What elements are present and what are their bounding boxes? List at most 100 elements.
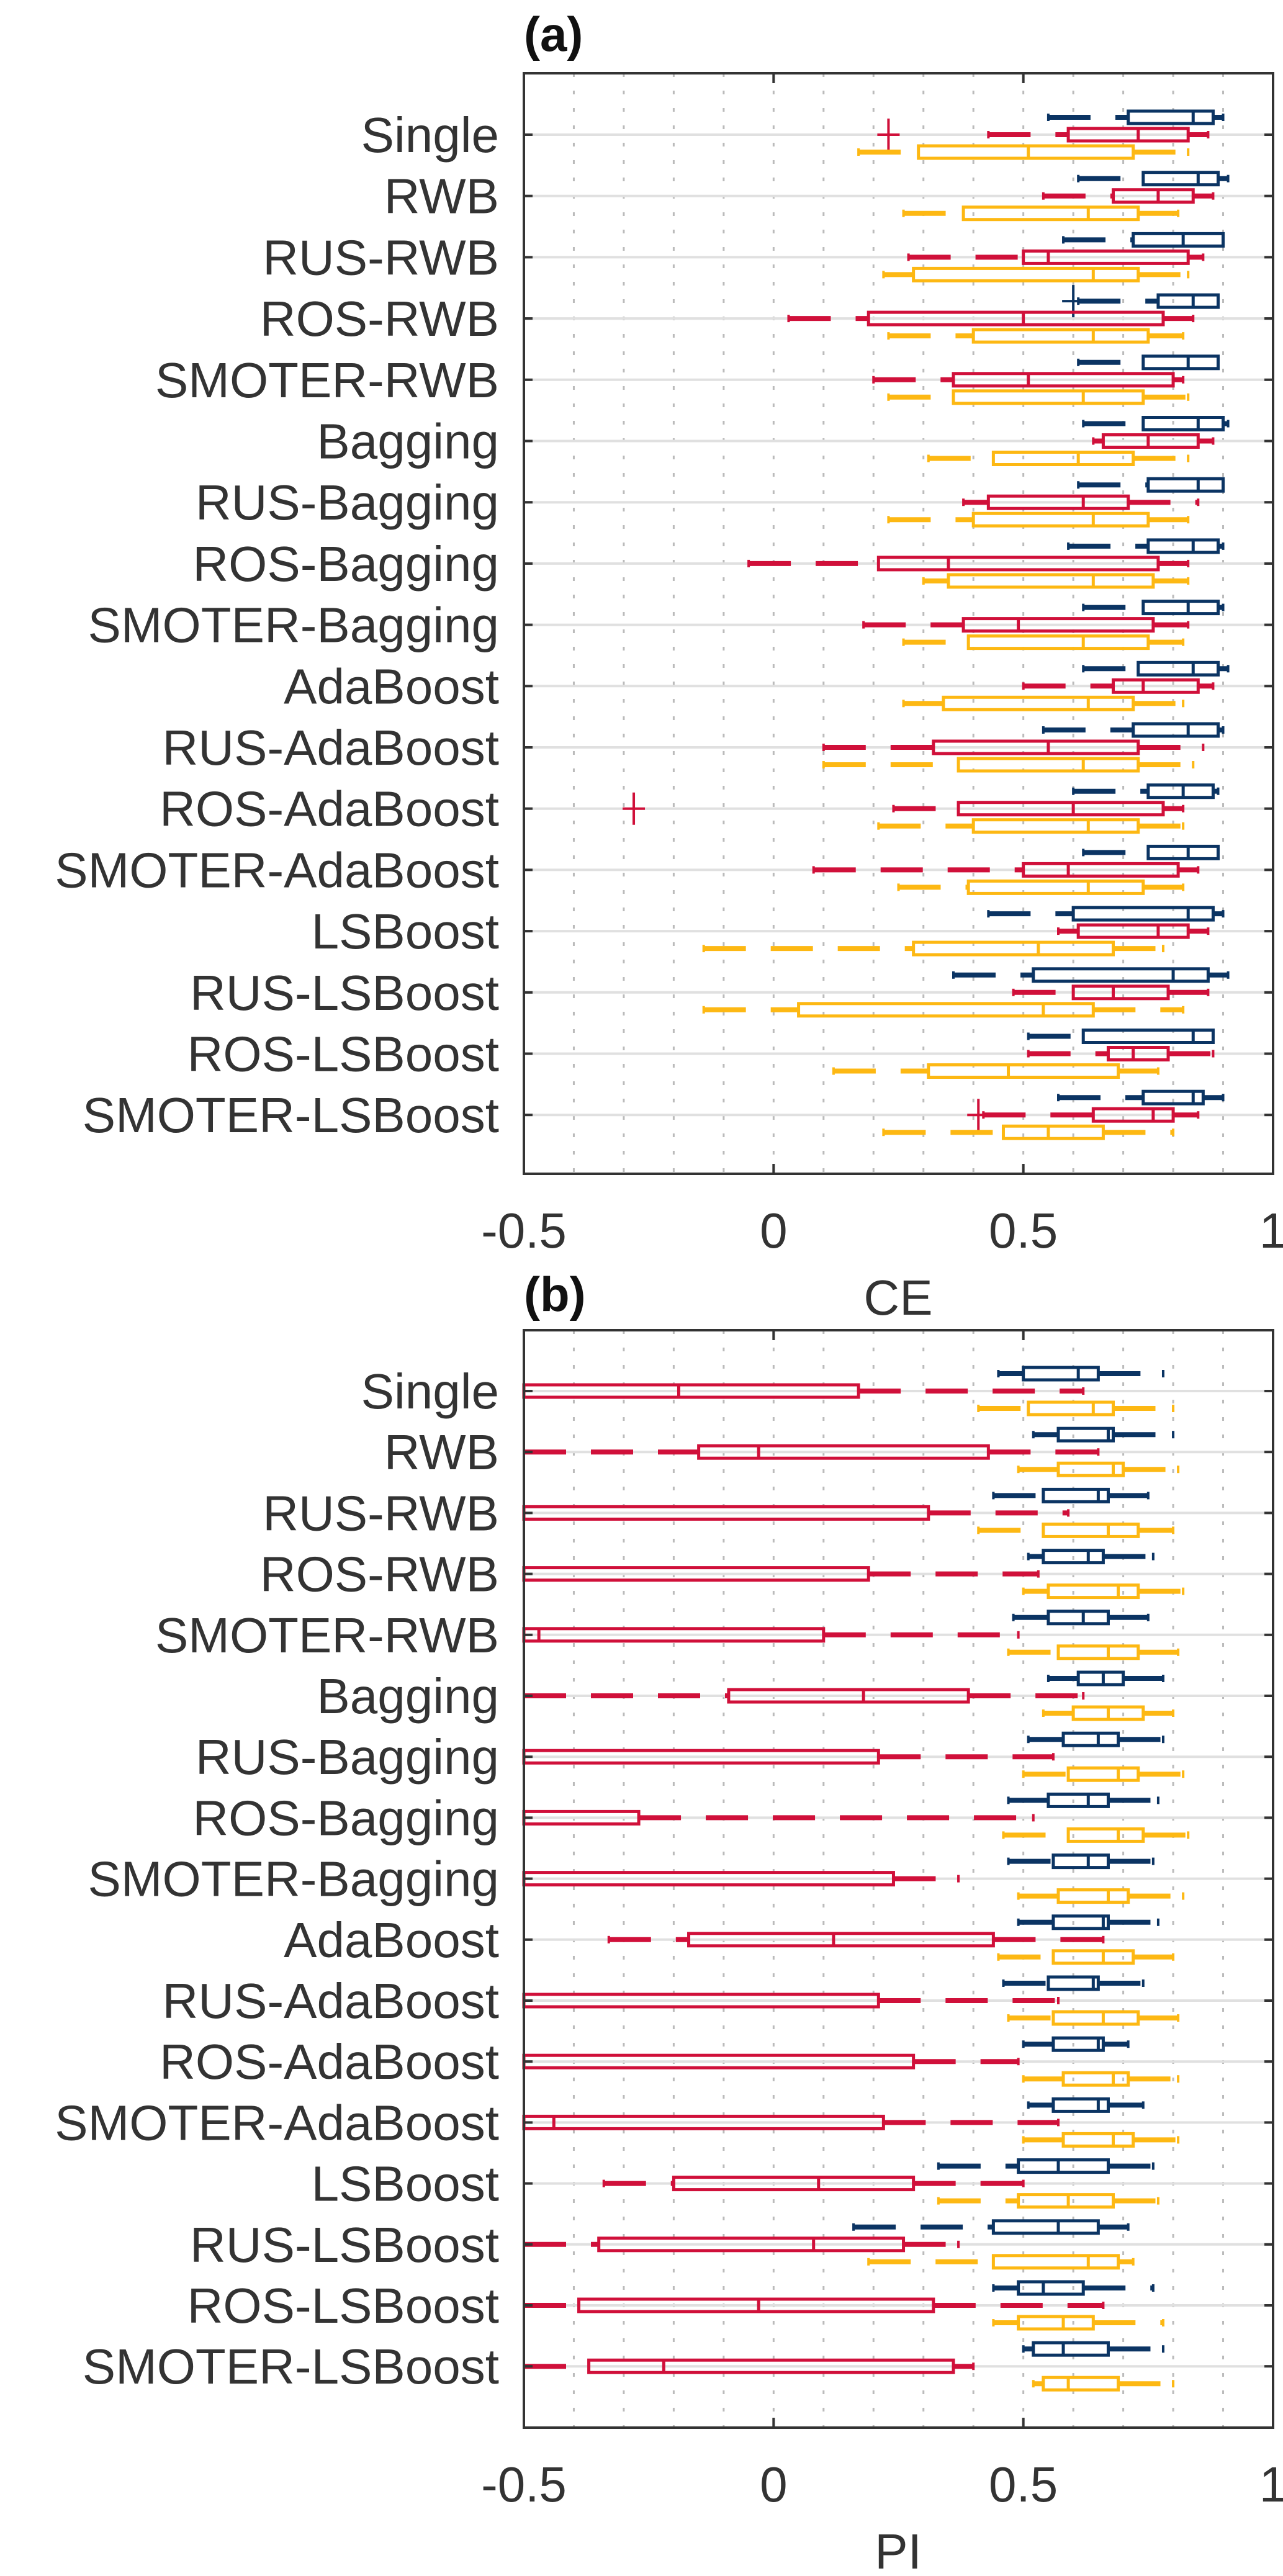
box-blue-RUS-Bagging	[1027, 1731, 1164, 1747]
box-iqr	[1017, 2193, 1115, 2209]
box-iqr	[912, 940, 1115, 957]
x-tick-label: 0	[760, 1203, 788, 1258]
box-iqr	[1056, 1461, 1125, 1477]
box-iqr	[971, 328, 1150, 344]
box-iqr	[1146, 783, 1215, 799]
box-blue-ROS-Bagging	[1007, 1792, 1159, 1808]
category-label: RUS-RWB	[263, 230, 499, 285]
category-label: SMOTER-Bagging	[88, 1852, 499, 1907]
box-red-AdaBoost	[1022, 678, 1215, 694]
category-label: RUS-Bagging	[196, 475, 499, 530]
box-red-SMOTER-RWB	[872, 372, 1185, 388]
category-label: RUS-Bagging	[196, 1729, 499, 1785]
box-iqr	[1091, 1107, 1175, 1123]
box-yellow-RUS-Bagging	[887, 511, 1190, 528]
box-red-RWB	[524, 1444, 1100, 1460]
box-iqr	[1141, 416, 1225, 431]
box-iqr	[1066, 127, 1190, 143]
box-yellow-RUS-AdaBoost	[1007, 2010, 1180, 2026]
box-yellow-ROS-Bagging	[1002, 1827, 1190, 1843]
box-blue-ROS-RWB	[1027, 1549, 1155, 1565]
category-label: RUS-LSBoost	[190, 965, 499, 1020]
box-iqr	[961, 617, 1155, 633]
box-red-ROS-Bagging	[747, 556, 1190, 572]
box-blue-RUS-RWB	[992, 1487, 1150, 1503]
box-yellow-Single	[857, 144, 1190, 160]
box-blue-RUS-AdaBoost	[1042, 722, 1225, 738]
box-yellow-AdaBoost	[997, 1949, 1175, 1965]
box-iqr	[952, 372, 1175, 388]
box-iqr	[1027, 1400, 1115, 1416]
box-red-RUS-Bagging	[962, 494, 1200, 510]
box-yellow-LSBoost	[937, 2193, 1159, 2209]
box-iqr	[1032, 2341, 1110, 2357]
box-yellow-Single	[977, 1400, 1175, 1416]
box-yellow-ROS-AdaBoost	[877, 818, 1185, 834]
box-blue-Single	[1047, 109, 1225, 125]
box-iqr	[957, 801, 1165, 817]
box-blue-RUS-LSBoost	[952, 967, 1230, 983]
box-yellow-SMOTER-LSBoost	[1032, 2376, 1175, 2392]
box-blue-ROS-Bagging	[1067, 538, 1225, 554]
box-red-RUS-RWB	[907, 249, 1205, 265]
box-iqr	[957, 757, 1140, 773]
box-iqr	[1071, 906, 1215, 922]
box-iqr	[971, 818, 1140, 834]
box-blue-SMOTER-AdaBoost	[1082, 844, 1220, 860]
box-iqr	[1076, 1670, 1125, 1687]
panel-a-x-axis-title: CE	[863, 1270, 932, 1325]
box-red-RUS-LSBoost	[1012, 984, 1210, 1001]
category-label: RWB	[384, 169, 499, 224]
box-yellow-RUS-AdaBoost	[822, 757, 1195, 773]
box-iqr	[1146, 538, 1220, 554]
box-blue-RUS-RWB	[1062, 232, 1225, 248]
box-yellow-Bagging	[927, 451, 1190, 466]
box-blue-RUS-AdaBoost	[1002, 1975, 1145, 1991]
box-red-ROS-LSBoost	[524, 2297, 1105, 2313]
category-label: ROS-RWB	[260, 291, 499, 346]
box-iqr	[1071, 984, 1170, 1001]
box-iqr	[991, 2219, 1100, 2235]
box-blue-ROS-LSBoost	[1027, 1029, 1215, 1044]
box-yellow-SMOTER-Bagging	[1017, 1888, 1185, 1904]
box-iqr	[952, 389, 1145, 405]
box-blue-ROS-AdaBoost	[1022, 2036, 1130, 2052]
box-blue-LSBoost	[987, 906, 1225, 922]
box-iqr	[1061, 1731, 1120, 1747]
box-iqr	[1141, 354, 1220, 371]
box-red-AdaBoost	[607, 1932, 1105, 1948]
box-iqr	[1047, 1792, 1110, 1808]
category-label: ROS-AdaBoost	[160, 781, 499, 837]
category-label: LSBoost	[312, 2156, 499, 2212]
box-blue-SMOTER-Bagging	[1007, 1853, 1155, 1870]
box-iqr	[1042, 2376, 1120, 2392]
category-label: SMOTER-LSBoost	[83, 1088, 499, 1143]
box-iqr	[1047, 1975, 1100, 1991]
box-iqr	[1042, 1487, 1110, 1503]
box-iqr	[1051, 2036, 1105, 2052]
box-iqr	[1132, 232, 1225, 248]
box-iqr	[1042, 1522, 1140, 1538]
box-blue-AdaBoost	[1017, 1914, 1159, 1930]
box-iqr	[961, 205, 1140, 222]
box-iqr	[1112, 678, 1200, 694]
category-label: RUS-LSBoost	[190, 2217, 499, 2272]
box-iqr	[867, 310, 1165, 327]
box-yellow-ROS-RWB	[1022, 1583, 1185, 1600]
box-blue-RUS-Bagging	[1077, 477, 1225, 493]
category-label: SMOTER-AdaBoost	[55, 842, 499, 898]
box-yellow-ROS-AdaBoost	[1022, 2071, 1180, 2087]
box-iqr	[1051, 2097, 1110, 2113]
box-blue-Bagging	[1047, 1670, 1164, 1687]
category-label: AdaBoost	[284, 659, 499, 714]
box-iqr	[971, 511, 1150, 528]
box-yellow-RWB	[902, 205, 1180, 222]
box-yellow-SMOTER-RWB	[1007, 1644, 1180, 1660]
panel-a-category-labels: Single RWB RUS-RWB ROS-RWB SMOTER-RWB Bagging…	[55, 107, 499, 1143]
box-iqr	[917, 144, 1135, 160]
category-label: ROS-LSBoost	[187, 2278, 499, 2333]
box-iqr	[1146, 477, 1225, 493]
box-iqr	[912, 266, 1140, 282]
